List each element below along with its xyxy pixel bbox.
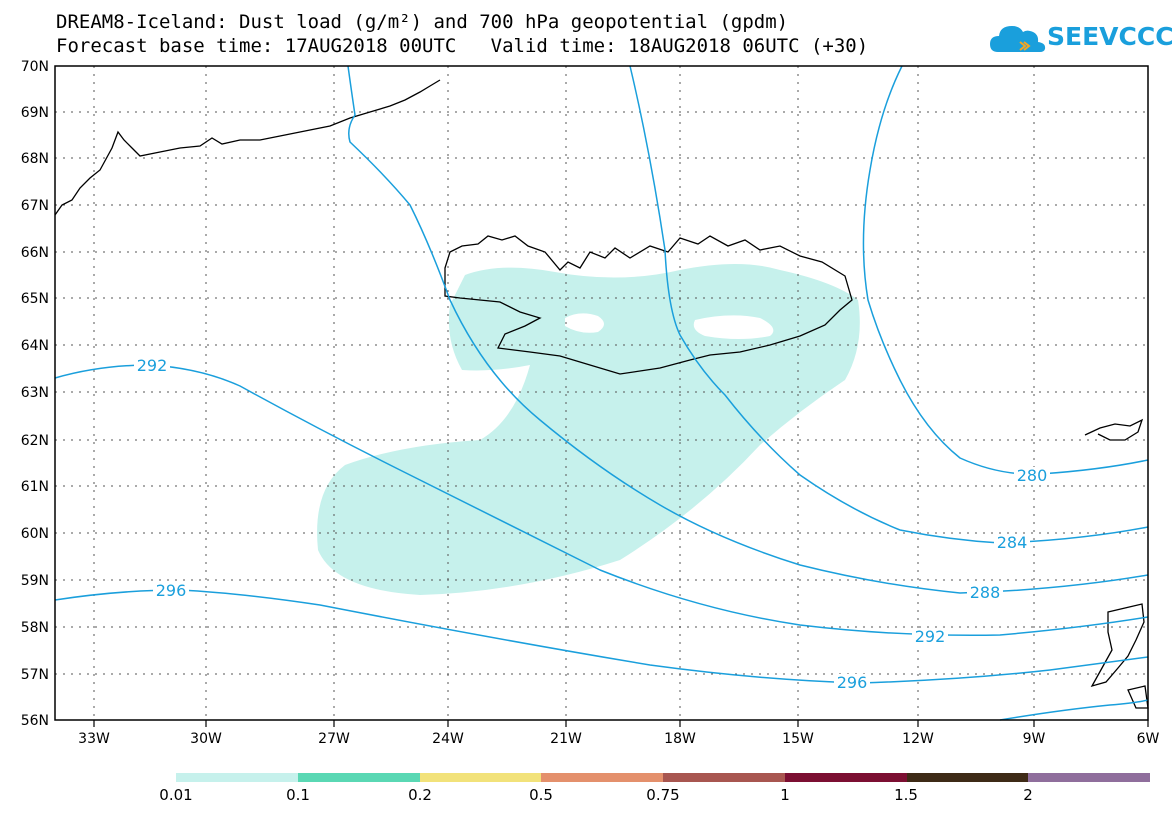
contour-label: 296 (837, 673, 868, 692)
contour-label: 292 (137, 356, 168, 375)
lon-label: 21W (550, 731, 582, 747)
map-frame (54, 65, 1149, 721)
lat-label: 69N (21, 105, 49, 121)
lat-label: 59N (21, 573, 49, 589)
cloud-logo-icon (990, 26, 1046, 52)
legend-label: 0.1 (286, 786, 310, 804)
lon-label: 30W (190, 731, 222, 747)
legend-label: 1.5 (894, 786, 918, 804)
lat-label: 70N (21, 59, 49, 75)
lat-label: 61N (21, 479, 49, 495)
legend-label: 0.2 (408, 786, 432, 804)
legend-label: 0.5 (529, 786, 553, 804)
lon-label: 15W (782, 731, 814, 747)
lat-label: 65N (21, 291, 49, 307)
lat-label: 62N (21, 433, 49, 449)
contour-label: 280 (1017, 466, 1048, 485)
legend-swatch (419, 773, 542, 782)
lon-label: 12W (902, 731, 934, 747)
lat-label: 58N (21, 620, 49, 636)
lat-label: 56N (21, 713, 49, 729)
legend-swatch (663, 773, 785, 782)
color-legend (176, 773, 1150, 782)
legend-swatch (176, 773, 298, 782)
lon-label: 18W (664, 731, 696, 747)
lon-label: 33W (78, 731, 110, 747)
lon-label: 24W (432, 731, 464, 747)
legend-swatch (906, 773, 1029, 782)
lon-label: 9W (1023, 731, 1046, 747)
lat-label: 66N (21, 245, 49, 261)
contour-label: 288 (970, 583, 1001, 602)
contour-label: 284 (997, 533, 1028, 552)
longitude-labels: 33W 30W 27W 24W 21W 18W 15W 12W 9W 6W (78, 731, 1159, 747)
map-subtitle: Forecast base time: 17AUG2018 00UTC Vali… (56, 35, 869, 57)
legend-swatch (1028, 773, 1150, 782)
legend-label: 1 (780, 786, 790, 804)
legend-label: 2 (1023, 786, 1033, 804)
contour-label: 296 (156, 581, 187, 600)
contour-label: 292 (915, 627, 946, 646)
dust-plume (317, 264, 860, 595)
grid-lines (55, 66, 1148, 720)
lon-label: 6W (1137, 731, 1160, 747)
lat-label: 68N (21, 151, 49, 167)
logo-text: SEEVCCC (1047, 22, 1174, 51)
lon-label: 27W (318, 731, 350, 747)
legend-swatch (784, 773, 907, 782)
legend-swatch (297, 773, 420, 782)
latitude-labels: 70N 69N 68N 67N 66N 65N 64N 63N 62N 61N … (21, 59, 49, 729)
legend-swatch (541, 773, 663, 782)
legend-label: 0.75 (646, 786, 680, 804)
legend-label: 0.01 (159, 786, 193, 804)
lat-label: 64N (21, 338, 49, 354)
lat-label: 57N (21, 667, 49, 683)
lat-label: 60N (21, 526, 49, 542)
contour-labels: 292 296 280 284 288 292 296 (134, 356, 1050, 692)
lat-label: 67N (21, 198, 49, 214)
map-title: DREAM8-Iceland: Dust load (g/m²) and 700… (56, 11, 789, 33)
lat-label: 63N (21, 385, 49, 401)
